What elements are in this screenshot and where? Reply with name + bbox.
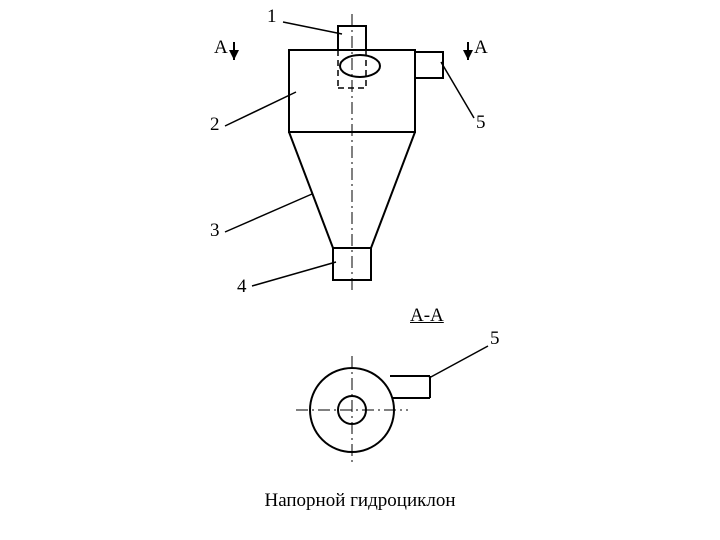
section-mark-left: А xyxy=(214,37,228,59)
label-2: 2 xyxy=(210,114,220,136)
diagram-container: 1 А А 2 5 3 4 А-А 5 Напорной гидроциклон xyxy=(0,0,720,540)
label-3: 3 xyxy=(210,220,220,242)
label-5: 5 xyxy=(476,112,486,134)
hydrocyclone-drawing xyxy=(0,0,720,540)
label-5-section: 5 xyxy=(490,328,500,350)
section-mark-right: А xyxy=(474,37,488,59)
label-1: 1 xyxy=(267,6,277,28)
figure-caption: Напорной гидроциклон xyxy=(0,490,720,512)
label-4: 4 xyxy=(237,276,247,298)
section-title: А-А xyxy=(410,305,444,327)
